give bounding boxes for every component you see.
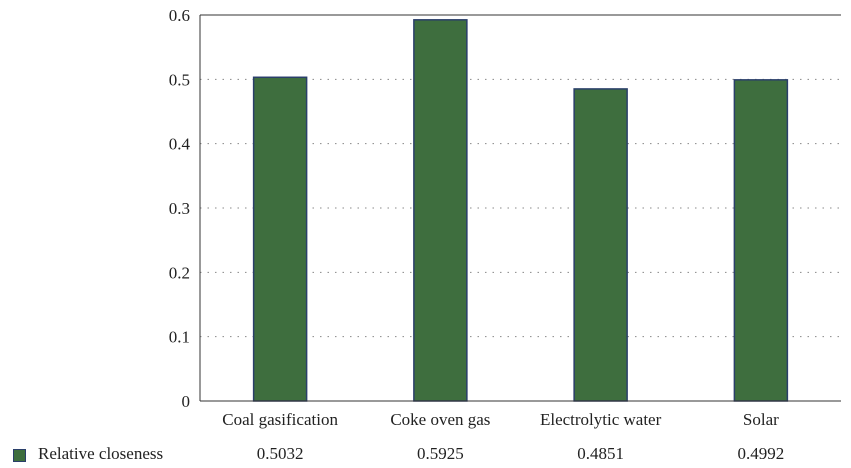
data-label-coal-gasification: 0.5032 xyxy=(256,444,304,463)
data-label-coke-oven-gas: 0.5925 xyxy=(417,444,464,463)
x-tick-label: Coal gasification xyxy=(222,410,338,429)
bars xyxy=(252,19,789,402)
legend-series-name: Relative closeness xyxy=(38,444,164,463)
x-tick-label: Electrolytic water xyxy=(540,410,662,429)
data-label-electrolytic-water: 0.4851 xyxy=(577,444,624,463)
y-tick-label: 0.1 xyxy=(169,328,190,347)
y-tick-label: 0.6 xyxy=(169,6,190,25)
bar-electrolytic-water xyxy=(573,88,628,402)
data-label-solar: 0.4992 xyxy=(737,444,785,463)
legend-data-table: Relative closeness 0.5032 0.5925 0.4851 … xyxy=(0,441,851,466)
x-tick-label: Solar xyxy=(743,410,779,429)
y-tick-label: 0.3 xyxy=(169,199,190,218)
y-tick-label: 0 xyxy=(182,392,191,411)
y-tick-label: 0.4 xyxy=(169,135,191,154)
y-tick-label: 0.5 xyxy=(169,70,190,89)
axes xyxy=(199,14,841,402)
x-tick-label: Coke oven gas xyxy=(390,410,490,429)
legend-swatch xyxy=(13,449,26,462)
y-tick-labels: 0 0.1 0.2 0.3 0.4 0.5 0.6 xyxy=(169,6,191,411)
x-tick-labels: Coal gasification Coke oven gas Electrolyt… xyxy=(222,410,779,429)
y-tick-label: 0.2 xyxy=(169,263,190,282)
bar-solar xyxy=(733,79,789,402)
bar-coke-oven-gas xyxy=(413,19,468,402)
bar-coal-gasification xyxy=(252,76,308,402)
